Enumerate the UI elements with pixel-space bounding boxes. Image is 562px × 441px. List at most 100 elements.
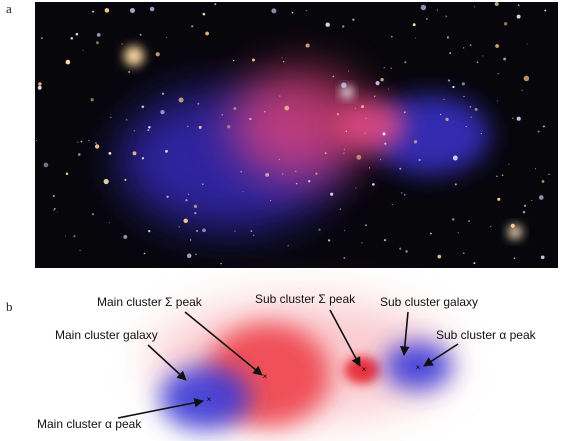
- star: [513, 257, 516, 260]
- star: [160, 109, 165, 115]
- peak-marker: ×: [207, 395, 212, 404]
- star: [445, 117, 449, 122]
- star: [399, 167, 402, 170]
- star: [404, 194, 406, 196]
- star: [382, 132, 386, 136]
- star: [91, 213, 95, 216]
- arrow: [184, 311, 263, 376]
- star: [250, 230, 253, 233]
- star: [95, 142, 97, 144]
- star: [80, 140, 83, 143]
- star: [37, 85, 42, 90]
- star: [401, 192, 403, 194]
- star: [252, 58, 255, 62]
- star: [291, 11, 294, 14]
- star: [365, 224, 367, 226]
- star: [295, 170, 297, 173]
- star: [457, 232, 459, 234]
- star: [278, 158, 280, 160]
- star: [412, 23, 416, 27]
- star: [92, 10, 95, 13]
- star: [345, 130, 348, 133]
- peak-marker: ×: [263, 372, 268, 381]
- star: [148, 229, 151, 233]
- star: [540, 255, 545, 260]
- star: [470, 116, 472, 118]
- model-map: × × × × Main cluster Σ peak Sub cluster …: [37, 292, 537, 431]
- star: [380, 159, 382, 161]
- arrow: [147, 344, 187, 381]
- star: [201, 183, 204, 186]
- star: [242, 191, 244, 193]
- star: [490, 225, 492, 228]
- star: [523, 204, 527, 207]
- star: [325, 22, 330, 27]
- star: [522, 210, 526, 214]
- star: [425, 18, 428, 20]
- star: [56, 211, 58, 213]
- star: [189, 239, 192, 241]
- star: [79, 249, 81, 252]
- bright-star: [341, 86, 353, 98]
- star: [78, 153, 81, 156]
- star: [220, 262, 222, 265]
- star: [391, 203, 393, 206]
- star: [82, 49, 84, 51]
- star: [196, 230, 198, 232]
- star: [249, 117, 252, 121]
- star: [446, 36, 449, 39]
- star: [284, 105, 290, 111]
- star: [403, 111, 406, 114]
- star: [141, 105, 145, 109]
- star: [318, 228, 321, 231]
- star: [495, 44, 499, 48]
- star: [191, 25, 194, 28]
- annotation: Main cluster galaxy: [55, 328, 158, 342]
- star: [178, 226, 180, 228]
- star: [161, 92, 165, 95]
- star: [469, 106, 472, 108]
- star: [282, 173, 284, 175]
- star: [383, 239, 387, 242]
- star: [265, 173, 270, 177]
- star: [139, 33, 142, 36]
- star: [108, 152, 112, 155]
- star: [279, 95, 281, 97]
- star: [155, 52, 160, 57]
- star: [183, 218, 188, 224]
- star: [186, 253, 192, 259]
- star: [96, 41, 99, 45]
- star: [96, 33, 101, 37]
- star: [461, 82, 465, 86]
- star: [103, 178, 109, 185]
- star: [405, 250, 408, 253]
- star: [125, 118, 128, 121]
- main-alpha-blob: [160, 366, 250, 430]
- star: [463, 96, 465, 98]
- star: [202, 12, 206, 16]
- star: [41, 37, 43, 39]
- star: [264, 111, 266, 113]
- star: [65, 59, 71, 65]
- star: [452, 155, 458, 161]
- star: [202, 228, 206, 233]
- star: [324, 152, 327, 155]
- star: [361, 242, 363, 244]
- star: [121, 43, 123, 45]
- star: [496, 100, 498, 102]
- cluster-image: [35, 2, 558, 268]
- star: [496, 175, 498, 178]
- star: [94, 144, 100, 149]
- star: [538, 195, 544, 200]
- star: [343, 152, 345, 154]
- star: [454, 183, 457, 186]
- star: [480, 133, 482, 135]
- star: [380, 77, 384, 82]
- star: [516, 116, 521, 121]
- star: [185, 199, 188, 202]
- star: [404, 61, 407, 64]
- star: [253, 234, 255, 236]
- pink-glow: [230, 70, 370, 180]
- star: [339, 208, 342, 210]
- star: [197, 102, 200, 105]
